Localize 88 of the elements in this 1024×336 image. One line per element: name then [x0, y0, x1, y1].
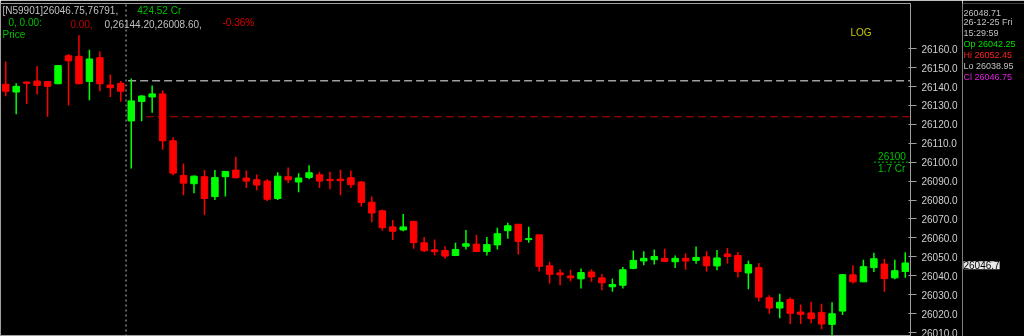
text: 26046.7 — [963, 260, 1001, 272]
candlestick — [870, 252, 878, 273]
candlestick — [765, 294, 774, 315]
candlestick — [284, 166, 292, 185]
annotation: 1.7 Cr — [878, 163, 906, 175]
candlestick — [619, 266, 627, 290]
candlestick — [901, 251, 910, 279]
candlestick — [357, 180, 366, 208]
candlestick — [483, 236, 491, 257]
y-tick-label: 26100.0 — [921, 157, 959, 169]
y-tick-label: 26030.0 — [921, 289, 959, 301]
text: 26048.71 — [963, 7, 1002, 18]
annotation: 0, 0.00: — [8, 16, 42, 28]
candlestick — [368, 195, 376, 224]
annotation: [N59901]26046.75,76791, — [2, 4, 119, 16]
candlestick — [859, 258, 868, 283]
y-tick-label: 26090.0 — [921, 176, 959, 188]
candlestick — [200, 169, 209, 216]
y-tick-label: 26010.0 — [921, 327, 959, 336]
y-tick-label: 26040.0 — [921, 270, 959, 282]
text: Op 26042.25 — [963, 38, 1016, 49]
annotation: 0,26144.20,26008.60, — [104, 18, 202, 30]
text: Lo 26038.95 — [963, 60, 1014, 71]
y-tick-label: 26050.0 — [921, 251, 959, 263]
candlestick — [137, 94, 146, 123]
candlestick — [545, 261, 554, 285]
candlestick — [796, 303, 805, 325]
y-tick-label: 26070.0 — [921, 213, 959, 225]
candlestick — [273, 171, 282, 201]
y-tick-label: 26080.0 — [921, 195, 959, 206]
y-tick-label: 26130.0 — [921, 100, 959, 112]
candlestick — [702, 250, 711, 273]
annotation: LOG — [850, 26, 872, 38]
candlestick — [409, 219, 418, 250]
candlestick — [807, 301, 815, 324]
y-tick-label: 26140.0 — [921, 81, 959, 93]
candlestick — [692, 245, 700, 265]
candlestick — [378, 208, 387, 232]
candlestick — [556, 268, 564, 287]
candlestick — [326, 171, 334, 190]
y-tick-label: 26110.0 — [921, 138, 958, 150]
candlestick — [179, 162, 188, 197]
candlestick — [734, 251, 742, 279]
candlestick — [462, 229, 470, 251]
candlestick — [828, 301, 836, 336]
candlestick — [12, 82, 20, 116]
candlestick — [849, 264, 857, 285]
candlestick — [744, 259, 753, 290]
annotation: 424.52 Cr — [137, 4, 182, 16]
candlestick — [106, 73, 115, 98]
candlestick — [117, 80, 125, 103]
candlestick — [399, 213, 407, 232]
candlestick — [493, 226, 502, 251]
candlestick — [22, 80, 31, 105]
candlestick — [1, 60, 10, 97]
text: 26-12-25 Fri — [963, 16, 1013, 27]
candlestick — [786, 296, 794, 325]
candlestick — [713, 249, 721, 272]
candlestick — [294, 172, 303, 193]
candlestick — [650, 248, 658, 266]
candlestick — [776, 293, 784, 320]
ref-line-label: 26100 — [878, 151, 907, 163]
y-tick-label: 26020.0 — [921, 308, 959, 320]
candlestick — [263, 178, 271, 202]
text: Cl 26046.75 — [963, 71, 1013, 82]
text: 15:29:59 — [963, 27, 999, 38]
candlestick — [514, 223, 522, 256]
candlestick — [221, 170, 230, 198]
y-tick-label: 26060.0 — [921, 232, 959, 244]
candlestick — [64, 53, 73, 107]
candlestick — [127, 77, 135, 170]
candlestick — [85, 48, 94, 101]
annotation: 0.00, — [70, 18, 93, 30]
candlestick — [577, 267, 585, 290]
candlestick — [817, 302, 826, 331]
candlestick — [33, 65, 41, 96]
y-tick-label: 26120.0 — [921, 119, 959, 131]
candlestick — [211, 169, 219, 201]
y-tick-label: 26160.0 — [921, 43, 959, 55]
annotation: Price — [2, 28, 26, 40]
candlestick — [43, 80, 52, 118]
annotation: -0.36% — [222, 16, 255, 28]
y-tick-label: 26150.0 — [921, 62, 959, 74]
candlestick — [880, 257, 889, 293]
text: Hi 26052.45 — [963, 49, 1013, 60]
candlestick — [389, 219, 397, 241]
candlestick — [640, 250, 648, 267]
candlestick — [148, 84, 156, 114]
